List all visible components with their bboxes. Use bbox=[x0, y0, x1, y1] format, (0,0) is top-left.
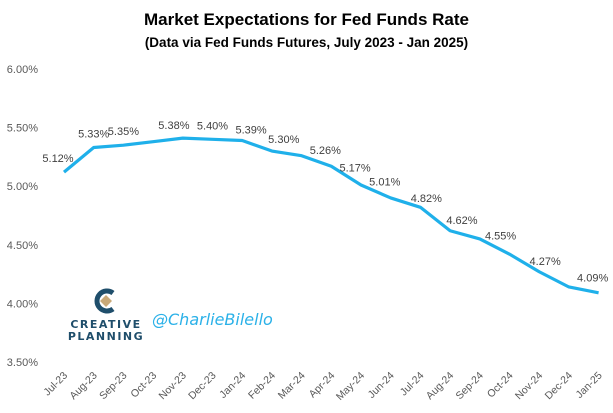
x-tick-label: Sep-23 bbox=[97, 370, 130, 403]
data-label: 5.01% bbox=[369, 176, 400, 188]
data-label: 4.55% bbox=[485, 231, 516, 243]
x-tick-label: Aug-24 bbox=[424, 370, 457, 403]
x-tick-label: Feb-24 bbox=[246, 370, 278, 402]
x-tick-label: Jul-23 bbox=[41, 370, 70, 399]
x-tick-label: Nov-23 bbox=[156, 370, 189, 403]
data-label: 4.09% bbox=[577, 273, 608, 285]
data-label: 5.17% bbox=[339, 162, 370, 174]
data-label: 5.38% bbox=[158, 120, 189, 132]
data-label: 5.39% bbox=[236, 125, 267, 137]
x-tick-label: Nov-24 bbox=[513, 370, 546, 403]
data-label: 5.26% bbox=[310, 145, 341, 157]
x-tick-label: Mar-24 bbox=[276, 370, 308, 402]
data-label: 4.62% bbox=[446, 215, 477, 227]
y-tick-label: 5.00% bbox=[7, 181, 38, 193]
series-line bbox=[62, 136, 599, 295]
y-tick-label: 3.50% bbox=[7, 357, 38, 369]
data-label: 5.33% bbox=[78, 129, 109, 141]
y-tick-label: 6.00% bbox=[7, 64, 38, 76]
x-tick-label: Oct-24 bbox=[485, 370, 516, 401]
y-tick-label: 4.50% bbox=[7, 240, 38, 252]
data-label: 5.35% bbox=[108, 126, 139, 138]
x-tick-label: Aug-23 bbox=[67, 370, 100, 403]
x-tick-label: Apr-24 bbox=[307, 370, 338, 401]
x-tick-label: Jul-24 bbox=[398, 370, 427, 399]
data-label: 5.12% bbox=[42, 153, 73, 165]
x-tick-label: Dec-23 bbox=[186, 370, 219, 403]
author-handle: @CharlieBilello bbox=[152, 310, 273, 329]
x-tick-label: May-24 bbox=[334, 370, 367, 403]
logo-text-line2: PLANNING bbox=[67, 330, 145, 343]
x-tick-label: Jan-24 bbox=[217, 370, 248, 401]
x-tick-label: Dec-24 bbox=[543, 370, 576, 403]
y-tick-label: 4.00% bbox=[7, 298, 38, 310]
data-label: 4.82% bbox=[411, 193, 442, 205]
creative-planning-logo: CREATIVE PLANNING bbox=[66, 288, 146, 343]
data-label: 4.27% bbox=[530, 256, 561, 268]
chart-subtitle: (Data via Fed Funds Futures, July 2023 -… bbox=[144, 35, 469, 50]
creative-planning-logo-icon bbox=[94, 288, 115, 314]
data-label: 5.30% bbox=[268, 134, 299, 146]
y-tick-label: 5.50% bbox=[7, 123, 38, 135]
x-tick-label: Oct-23 bbox=[128, 370, 159, 401]
chart-title: Market Expectations for Fed Funds Rate bbox=[144, 10, 469, 29]
x-tick-label: Jan-25 bbox=[574, 370, 605, 401]
data-label: 5.40% bbox=[197, 120, 228, 132]
logo-text-line1: CREATIVE bbox=[70, 318, 142, 331]
x-tick-label: Jun-24 bbox=[366, 370, 397, 401]
x-tick-label: Sep-24 bbox=[453, 370, 486, 403]
